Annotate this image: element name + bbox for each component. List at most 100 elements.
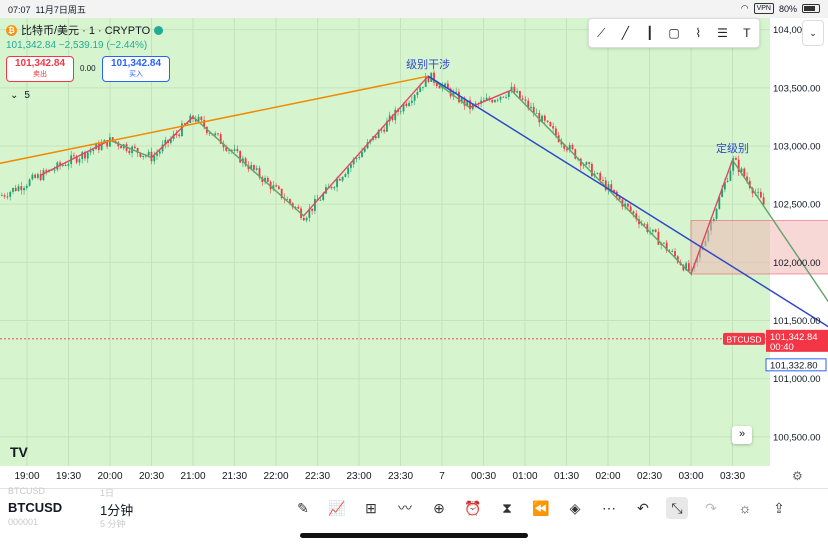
candle-body [18, 186, 20, 191]
candle-body [148, 152, 150, 156]
indicator-count: 5 [24, 90, 30, 101]
more-icon[interactable]: ⋯ [598, 497, 620, 519]
replay-icon[interactable]: ⧗ [496, 497, 518, 519]
candle-body [9, 192, 11, 197]
buy-button[interactable]: 101,342.84 买入 [102, 56, 170, 82]
candle-body [530, 107, 532, 108]
candle-body [400, 111, 402, 112]
candle-body [513, 87, 515, 93]
candle-body [414, 95, 416, 101]
annotation-label: 级别干涉 [406, 57, 450, 71]
candle-body [303, 218, 305, 220]
scroll-to-realtime-button[interactable]: » [732, 426, 752, 444]
candle-body [297, 207, 299, 209]
candle-body [444, 84, 446, 86]
candle-body [31, 175, 33, 180]
indicator-icon[interactable]: 〰 [394, 497, 416, 519]
chart-type-icon[interactable]: 📈 [326, 497, 348, 519]
indicators-toggle[interactable]: ⌄ 5 [10, 90, 30, 101]
candle-body [508, 91, 510, 97]
x-tick-label: 23:00 [346, 471, 371, 482]
candle-body [500, 97, 502, 100]
candle-body [37, 174, 39, 178]
rewind-icon[interactable]: ⏪ [530, 497, 552, 519]
candle-body [12, 188, 14, 192]
home-indicator [300, 533, 528, 538]
candle-body [735, 158, 737, 160]
candle-body [128, 151, 130, 153]
candle-body [757, 192, 759, 193]
pen-icon[interactable]: ✎ [292, 497, 314, 519]
x-tick-label: 23:30 [388, 471, 413, 482]
candle-body [630, 207, 632, 212]
x-tick-label: 22:00 [263, 471, 288, 482]
y-tick-label: 103,000.00 [773, 142, 821, 153]
candle-body [597, 173, 599, 174]
ideas-icon[interactable]: ☼ [734, 497, 756, 519]
symbol-title[interactable]: 比特币/美元 · 1 · CRYPTO [21, 22, 150, 38]
last-price: 101,342.84 [6, 40, 56, 51]
candle-body [347, 168, 349, 174]
price-chart[interactable]: 级别干涉定级别中枢、定级别类背驰衰竭、测试定级别 BTCUSD 100,500.… [0, 18, 828, 466]
spread-value: 0.00 [80, 64, 96, 73]
buy-price: 101,342.84 [103, 58, 169, 69]
x-tick-label: 22:30 [305, 471, 330, 482]
battery-icon [802, 4, 820, 13]
candle-body [79, 159, 81, 162]
alarm-icon[interactable]: ⏰ [462, 497, 484, 519]
x-tick-label: 21:00 [180, 471, 205, 482]
rectangle-icon[interactable]: ▢ [665, 24, 683, 42]
candle-body [54, 170, 56, 171]
x-tick-label: 19:30 [56, 471, 81, 482]
candle-body [87, 152, 89, 158]
undo-icon[interactable]: ↶ [632, 497, 654, 519]
candle-body [599, 173, 601, 180]
candle-body [134, 147, 136, 148]
candle-body [657, 232, 659, 245]
candle-body [585, 162, 587, 165]
candle-body [178, 135, 180, 136]
symbol-header[interactable]: ₿ 比特币/美元 · 1 · CRYPTO [6, 22, 163, 38]
candle-body [67, 164, 69, 166]
redo-icon[interactable]: ↷ [700, 497, 722, 519]
candle-body [549, 122, 551, 126]
share-icon[interactable]: ⇪ [768, 497, 790, 519]
candle-body [73, 155, 75, 156]
candle-body [544, 116, 546, 121]
drawing-toolbar-chevron-icon[interactable]: ⌄ [802, 20, 824, 46]
candle-body [602, 180, 604, 181]
candle-body [153, 156, 155, 161]
price-header: 101,342.84 −2,539.19 (−2.44%) [6, 40, 147, 51]
add-icon[interactable]: ⊕ [428, 497, 450, 519]
axis-settings-button[interactable]: ⚙ [770, 466, 828, 488]
sell-button[interactable]: 101,342.84 卖出 [6, 56, 74, 82]
trend-line-icon[interactable]: ⟋ [592, 24, 610, 42]
path-icon[interactable]: ⌇ [689, 24, 707, 42]
vertical-line-icon[interactable]: ┃ [641, 24, 659, 42]
symbol-button[interactable]: BTCUSD [8, 500, 62, 515]
sell-label: 卖出 [7, 69, 73, 80]
status-bar: 07:07 11月7日周五 ◠ VPN 80% [0, 0, 828, 18]
candle-body [361, 152, 363, 157]
candle-body [65, 165, 67, 166]
tradingview-logo[interactable]: TV [10, 444, 28, 460]
candle-body [156, 154, 158, 156]
layers-icon[interactable]: ◈ [564, 497, 586, 519]
grid-icon[interactable]: ⊞ [360, 497, 382, 519]
y-tick-label: 102,500.00 [773, 200, 821, 211]
candle-body [200, 117, 202, 120]
candle-body [572, 145, 574, 149]
candle-body [663, 243, 665, 244]
candle-body [497, 100, 499, 101]
candle-body [26, 186, 28, 188]
fib-icon[interactable]: ☰ [714, 24, 732, 42]
text-icon[interactable]: T [738, 24, 756, 42]
y-tick-label: 100,500.00 [773, 432, 821, 443]
collapse-icon[interactable]: ⤡ [666, 497, 688, 519]
price-change: −2,539.19 (−2.44%) [59, 40, 147, 51]
ray-icon[interactable]: ╱ [616, 24, 634, 42]
candle-body [536, 113, 538, 114]
candle-body [4, 195, 6, 196]
y-tick-label: 101,500.00 [773, 316, 821, 327]
